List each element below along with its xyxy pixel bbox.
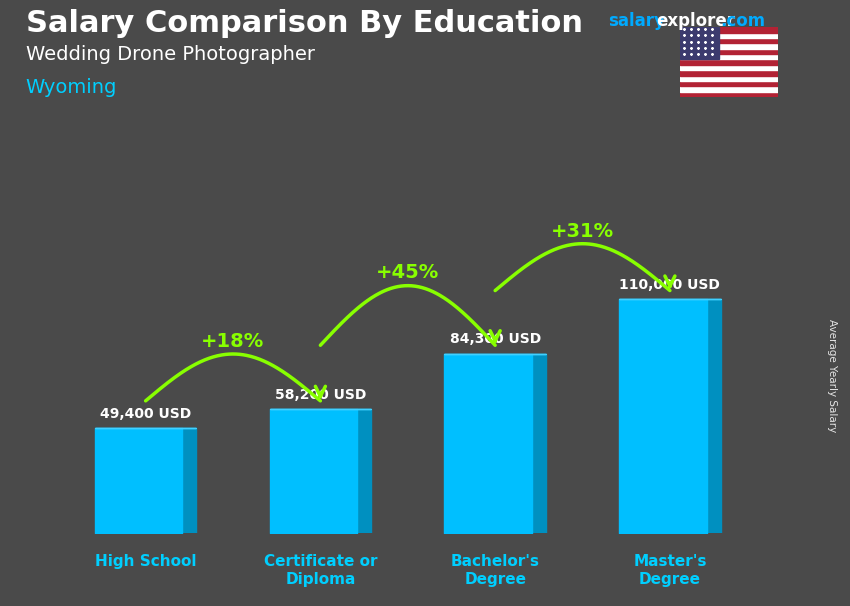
Text: 110,000 USD: 110,000 USD [620, 278, 720, 291]
Text: 49,400 USD: 49,400 USD [100, 407, 191, 421]
Text: +18%: +18% [201, 332, 264, 351]
Text: Average Yearly Salary: Average Yearly Salary [827, 319, 837, 432]
Bar [680, 81, 778, 86]
Bar [680, 27, 778, 33]
Bar [680, 27, 719, 59]
Polygon shape [357, 410, 371, 533]
Text: Wedding Drone Photographer: Wedding Drone Photographer [26, 45, 314, 64]
Bar [680, 92, 778, 97]
Polygon shape [532, 354, 546, 533]
Bar [680, 54, 778, 59]
Bar [680, 59, 778, 65]
Text: +31%: +31% [551, 222, 614, 241]
Bar [680, 48, 778, 54]
Bar [680, 86, 778, 92]
Polygon shape [706, 299, 721, 533]
Polygon shape [182, 428, 196, 533]
Bar [680, 38, 778, 44]
Text: +45%: +45% [377, 264, 439, 282]
Bar [680, 65, 778, 70]
Bar [680, 76, 778, 81]
Text: Salary Comparison By Education: Salary Comparison By Education [26, 9, 582, 38]
Text: salary: salary [608, 12, 665, 30]
Text: Wyoming: Wyoming [26, 78, 116, 96]
Text: explorer: explorer [656, 12, 735, 30]
Text: .com: .com [720, 12, 765, 30]
Bar [680, 44, 778, 48]
Bar [680, 33, 778, 38]
Text: 84,300 USD: 84,300 USD [450, 332, 541, 347]
Bar [680, 70, 778, 76]
Text: 58,200 USD: 58,200 USD [275, 388, 366, 402]
